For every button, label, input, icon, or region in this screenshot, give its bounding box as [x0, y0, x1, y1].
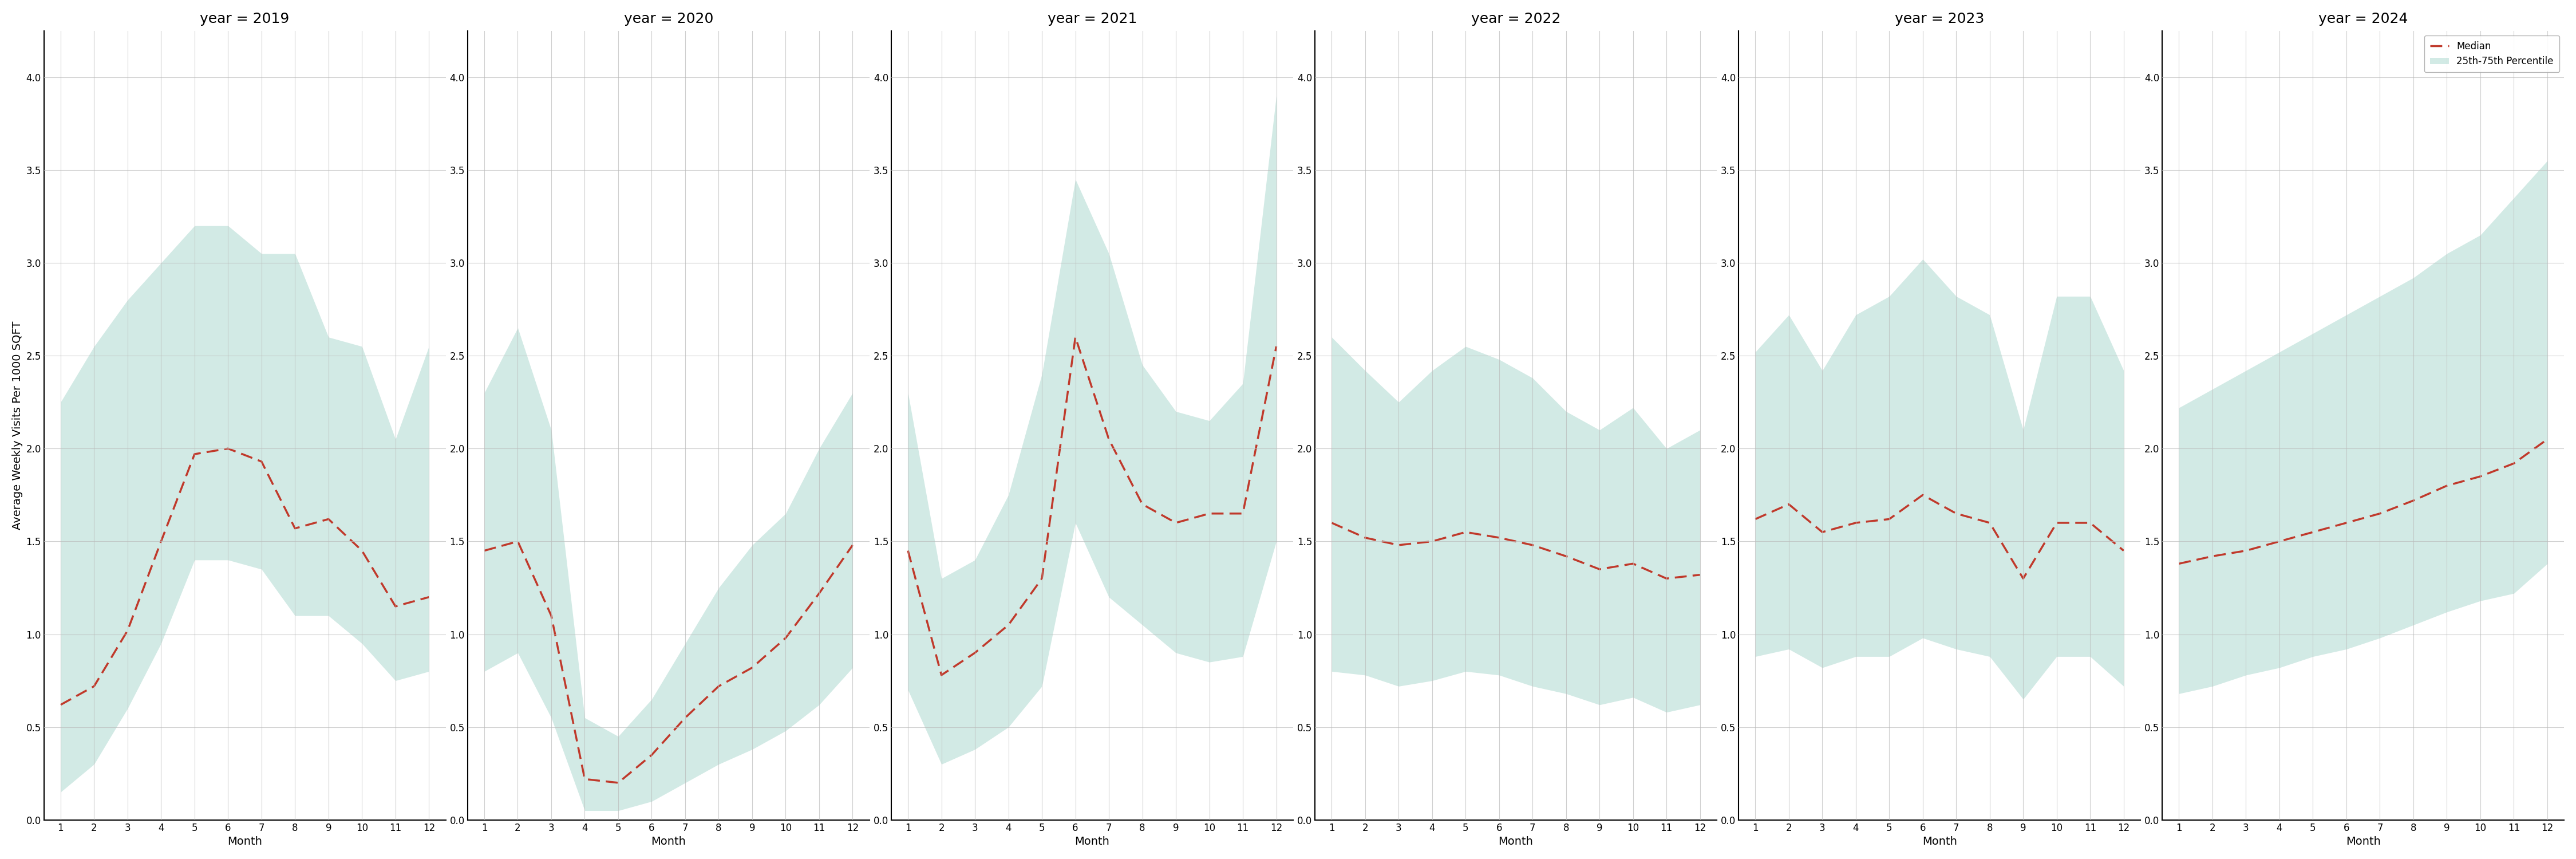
Median: [80, 681, 111, 691]
Median: [837, 540, 868, 551]
Median: [2040, 518, 2071, 528]
Median: [2074, 518, 2105, 528]
Median: [1839, 518, 1870, 528]
Title: year = 2019: year = 2019: [201, 12, 289, 26]
Median: [1383, 540, 1414, 551]
Median: [1059, 332, 1090, 342]
Median: [2007, 573, 2038, 583]
Median: [1806, 527, 1837, 537]
Median: [214, 443, 245, 454]
Line: Median: Median: [1754, 495, 2123, 578]
X-axis label: Month: Month: [1074, 836, 1110, 847]
Median: [247, 456, 278, 466]
Median: [381, 601, 412, 612]
Median: [603, 777, 634, 788]
Median: [925, 670, 956, 680]
Median: [804, 588, 835, 599]
Median: [2231, 545, 2262, 556]
Median: [1772, 499, 1803, 509]
Median: [1193, 509, 1224, 519]
Median: [1551, 551, 1582, 562]
Median: [1618, 558, 1649, 569]
Median: [1685, 570, 1716, 580]
Median: [958, 648, 989, 658]
Median: [113, 625, 144, 636]
Title: year = 2021: year = 2021: [1048, 12, 1136, 26]
Median: [1025, 573, 1056, 583]
Median: [2197, 551, 2228, 562]
Median: [1159, 518, 1190, 528]
Median: [1260, 341, 1291, 351]
Median: [1940, 509, 1971, 519]
Median: [502, 536, 533, 546]
Median: [536, 611, 567, 621]
Median: [1517, 540, 1548, 551]
Median: [469, 545, 500, 556]
Median: [415, 592, 446, 602]
Median: [147, 536, 178, 546]
Y-axis label: Average Weekly Visits Per 1000 SQFT: Average Weekly Visits Per 1000 SQFT: [13, 321, 23, 530]
Median: [2164, 558, 2195, 569]
Median: [1906, 490, 1937, 500]
Median: [2107, 545, 2138, 556]
Median: [1739, 514, 1770, 524]
Median: [180, 449, 211, 460]
Median: [770, 633, 801, 643]
Median: [348, 545, 379, 556]
Legend: Median, 25th-75th Percentile: Median, 25th-75th Percentile: [2424, 35, 2561, 72]
Median: [992, 620, 1023, 631]
Median: [1316, 518, 1347, 528]
Title: year = 2022: year = 2022: [1471, 12, 1561, 26]
Line: Median: Median: [484, 541, 853, 783]
X-axis label: Month: Month: [227, 836, 263, 847]
X-axis label: Month: Month: [1922, 836, 1958, 847]
Median: [2499, 458, 2530, 468]
Median: [1350, 533, 1381, 543]
Line: Median: Median: [907, 337, 1275, 675]
Median: [1584, 564, 1615, 575]
Median: [636, 750, 667, 760]
Median: [1417, 536, 1448, 546]
Title: year = 2024: year = 2024: [2318, 12, 2409, 26]
Line: Median: Median: [2179, 439, 2548, 564]
Median: [2298, 527, 2329, 537]
X-axis label: Month: Month: [1499, 836, 1533, 847]
Median: [891, 545, 922, 556]
Median: [737, 662, 768, 673]
Median: [2465, 472, 2496, 482]
Line: Median: Median: [1332, 523, 1700, 578]
X-axis label: Month: Month: [2347, 836, 2380, 847]
Median: [2331, 518, 2362, 528]
Median: [1450, 527, 1481, 537]
Title: year = 2023: year = 2023: [1896, 12, 1984, 26]
Median: [2264, 536, 2295, 546]
Median: [1226, 509, 1257, 519]
Median: [1651, 573, 1682, 583]
Median: [2365, 509, 2396, 519]
Median: [1126, 499, 1157, 509]
Median: [569, 774, 600, 784]
Median: [2432, 480, 2463, 490]
Median: [1973, 518, 2004, 528]
Median: [46, 699, 77, 710]
Title: year = 2020: year = 2020: [623, 12, 714, 26]
Median: [314, 514, 345, 524]
X-axis label: Month: Month: [652, 836, 685, 847]
Median: [2398, 496, 2429, 506]
Median: [670, 713, 701, 723]
Median: [2532, 434, 2563, 444]
Median: [1092, 434, 1123, 444]
Median: [1873, 514, 1904, 524]
Median: [703, 681, 734, 691]
Median: [281, 523, 312, 533]
Line: Median: Median: [62, 448, 430, 704]
Median: [1484, 533, 1515, 543]
